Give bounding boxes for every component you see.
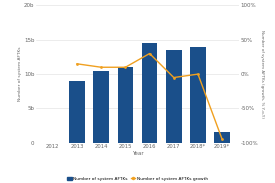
- Bar: [117, 67, 133, 143]
- Bar: [190, 47, 206, 143]
- Bar: [166, 50, 182, 143]
- Legend: Number of system AFTKs, Number of system AFTKs growth: Number of system AFTKs, Number of system…: [67, 177, 208, 181]
- Bar: [214, 132, 230, 143]
- Y-axis label: Number of system AFTKs: Number of system AFTKs: [18, 47, 23, 101]
- Y-axis label: Number of system AFTKs (growth, % Y-o-Y): Number of system AFTKs (growth, % Y-o-Y): [260, 30, 264, 118]
- Bar: [142, 43, 158, 143]
- Bar: [94, 71, 109, 143]
- Bar: [69, 81, 85, 143]
- X-axis label: Year: Year: [132, 151, 143, 156]
